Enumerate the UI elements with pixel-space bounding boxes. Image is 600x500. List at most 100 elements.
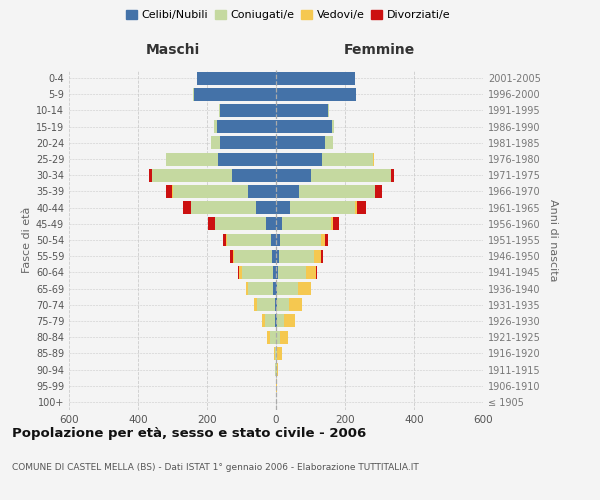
Bar [274,347,275,360]
Bar [298,282,311,295]
Bar [214,120,217,133]
Bar [276,266,278,279]
Bar [270,330,275,344]
Text: Popolazione per età, sesso e stato civile - 2006: Popolazione per età, sesso e stato civil… [12,428,366,440]
Bar [275,314,276,328]
Bar [248,185,276,198]
Bar [332,218,339,230]
Bar [173,185,248,198]
Bar [277,347,282,360]
Bar [248,282,273,295]
Bar [268,330,270,344]
Bar [254,298,257,311]
Bar [275,298,276,311]
Bar [245,282,248,295]
Bar [233,250,234,262]
Bar [277,330,280,344]
Bar [374,185,376,198]
Bar [191,201,256,214]
Bar [276,250,279,262]
Bar [311,169,391,181]
Bar [183,201,191,214]
Bar [276,152,322,166]
Bar [218,152,276,166]
Bar [284,314,295,328]
Bar [197,72,276,85]
Bar [314,250,320,262]
Bar [325,136,332,149]
Bar [227,234,271,246]
Bar [266,218,276,230]
Bar [276,120,332,133]
Bar [276,104,328,117]
Bar [194,88,276,101]
Bar [321,234,325,246]
Legend: Celibi/Nubili, Coniugati/e, Vedovi/e, Divorziati/e: Celibi/Nubili, Coniugati/e, Vedovi/e, Di… [121,6,455,25]
Bar [328,104,329,117]
Bar [275,347,276,360]
Bar [391,169,394,181]
Bar [234,250,272,262]
Bar [257,298,275,311]
Bar [276,363,277,376]
Bar [325,234,328,246]
Bar [275,363,276,376]
Bar [166,185,172,198]
Bar [276,347,277,360]
Bar [152,169,232,181]
Bar [239,266,241,279]
Y-axis label: Fasce di età: Fasce di età [22,207,32,273]
Bar [276,169,311,181]
Bar [220,104,276,117]
Bar [299,185,374,198]
Bar [376,185,382,198]
Bar [219,104,220,117]
Y-axis label: Anni di nascita: Anni di nascita [548,198,557,281]
Bar [232,169,276,181]
Bar [215,218,266,230]
Bar [357,201,367,214]
Bar [278,266,305,279]
Bar [223,234,226,246]
Bar [273,282,276,295]
Bar [272,250,276,262]
Bar [276,218,282,230]
Bar [322,152,373,166]
Bar [230,250,233,262]
Bar [256,201,276,214]
Bar [211,136,220,149]
Bar [320,250,323,262]
Bar [193,88,194,101]
Bar [290,201,355,214]
Bar [276,314,277,328]
Bar [316,266,317,279]
Bar [262,314,265,328]
Bar [279,250,314,262]
Bar [276,88,356,101]
Bar [276,185,299,198]
Bar [355,201,357,214]
Bar [217,120,276,133]
Bar [265,314,275,328]
Bar [276,234,280,246]
Bar [226,234,227,246]
Bar [332,120,334,133]
Bar [276,201,290,214]
Bar [276,72,355,85]
Bar [272,266,276,279]
Bar [276,282,277,295]
Bar [220,136,276,149]
Text: Maschi: Maschi [145,44,200,58]
Bar [277,363,278,376]
Bar [305,266,316,279]
Bar [238,266,239,279]
Text: COMUNE DI CASTEL MELLA (BS) - Dati ISTAT 1° gennaio 2006 - Elaborazione TUTTITAL: COMUNE DI CASTEL MELLA (BS) - Dati ISTAT… [12,462,419,471]
Bar [276,298,277,311]
Bar [276,136,325,149]
Bar [277,298,289,311]
Bar [331,218,332,230]
Bar [166,152,218,166]
Bar [277,314,284,328]
Bar [271,234,276,246]
Bar [280,234,321,246]
